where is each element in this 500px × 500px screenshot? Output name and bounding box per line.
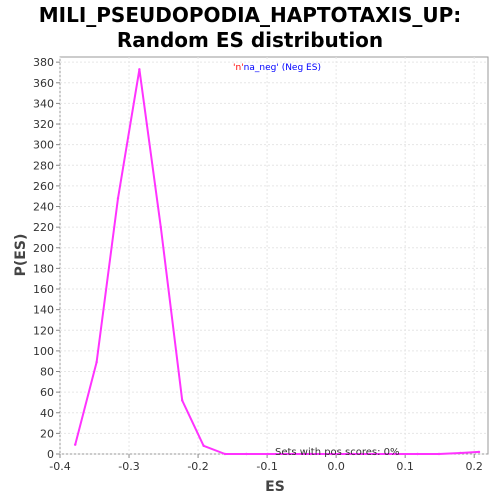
y-tick-label: 160: [33, 283, 54, 296]
y-tick-label: 20: [40, 427, 54, 440]
x-tick-label: -0.3: [118, 460, 139, 473]
y-tick-label: 80: [40, 366, 54, 379]
y-tick-label: 0: [47, 448, 54, 461]
data-point: [287, 452, 291, 456]
y-tick-label: 320: [33, 118, 54, 131]
legend-suffix: (Neg ES): [279, 63, 321, 73]
data-point: [73, 443, 77, 446]
y-tick-label: 340: [33, 97, 54, 110]
x-tick-label: -0.4: [49, 460, 70, 473]
data-point: [138, 68, 141, 71]
y-tick-label: 360: [33, 77, 54, 90]
data-point: [245, 452, 248, 456]
y-tick-label: 40: [40, 407, 54, 420]
data-point: [309, 452, 312, 456]
y-tick-label: 380: [33, 56, 54, 69]
legend-prefix: 'n': [233, 63, 244, 73]
annotation-pos-scores: Sets with pos scores: 0%: [275, 447, 400, 458]
y-tick-label: 140: [33, 304, 54, 317]
data-point: [394, 452, 398, 456]
x-tick-label: -0.2: [187, 460, 208, 473]
x-tick-label: 0.2: [465, 460, 483, 473]
y-tick-label: 260: [33, 180, 54, 193]
grid-lines: [59, 57, 488, 455]
y-tick-label: 220: [33, 221, 54, 234]
data-point: [373, 452, 376, 456]
data-point: [159, 225, 162, 229]
series-line: [74, 68, 480, 455]
y-tick-label: 100: [33, 345, 54, 358]
data-point: [180, 399, 184, 402]
data-point: [95, 361, 98, 364]
legend-label: 'n'na_neg' (Neg ES): [233, 63, 321, 73]
y-tick-label: 300: [33, 139, 54, 152]
y-tick-label: 120: [33, 324, 54, 337]
x-tick-label: 0.1: [396, 460, 414, 473]
legend-series-name: na_neg': [244, 63, 279, 73]
chart-title-line-2: Random ES distribution: [116, 28, 384, 52]
y-tick-label: 240: [33, 201, 54, 214]
y-tick-label: 200: [33, 242, 54, 255]
data-point: [330, 452, 334, 456]
data-point: [459, 451, 462, 455]
axis-ticks: -0.4 -0.3 -0.2 -0.1 0.0 0.1 0.2 0 20 40 60 80 100 120…: [33, 56, 483, 473]
y-tick-label: 180: [33, 262, 54, 275]
y-tick-label: 280: [33, 159, 54, 172]
series-group: [73, 68, 481, 456]
data-point: [116, 197, 120, 200]
y-axis-label: P(ES): [13, 234, 29, 277]
x-axis-label: ES: [265, 479, 285, 495]
data-point: [266, 452, 269, 456]
data-point: [437, 452, 441, 456]
chart-title-line-1: MILI_PSEUDOPODIA_HAPTOTAXIS_UP:: [38, 3, 462, 27]
data-point: [416, 452, 419, 456]
plot-area: [59, 56, 489, 455]
data-point: [223, 452, 227, 456]
data-point: [352, 452, 355, 456]
x-tick-label: 0.0: [327, 460, 345, 473]
data-point: [477, 450, 481, 454]
x-tick-label: -0.1: [256, 460, 277, 473]
y-tick-label: 60: [40, 386, 54, 399]
data-point: [202, 444, 205, 447]
